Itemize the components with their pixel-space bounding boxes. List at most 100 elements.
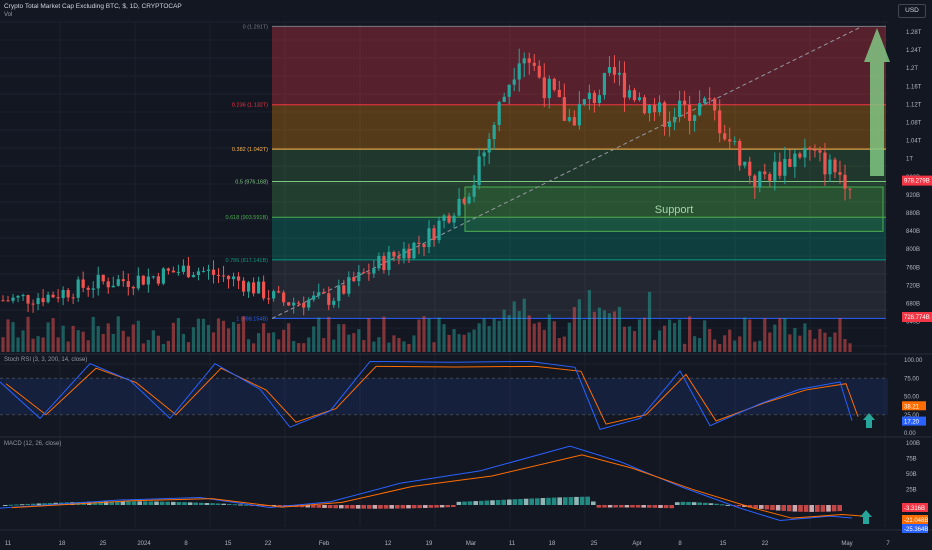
macd-line-tag [902,524,928,533]
candle-body [226,275,231,280]
price-tick: 680B [906,302,920,308]
candle-body [297,302,301,304]
candle-body [382,256,386,271]
candle-body [6,300,10,302]
candle-body [502,96,506,103]
volume-bar [457,334,461,352]
x-tick: Mar [466,541,476,547]
candle-body [191,275,196,278]
candle-body [597,95,602,104]
candle-body [442,215,446,221]
price-tick: 1.2T [906,66,918,72]
candle-body [592,92,596,104]
candle-body [21,295,25,297]
macd-hist-bar [277,505,282,507]
x-tick: 22 [762,541,769,547]
macd-hist-bar [579,496,585,505]
candle-body [312,295,316,300]
volume-bar [181,333,186,352]
candle-body [377,256,381,269]
macd-hist-bar [215,503,221,505]
volume-bar [637,319,642,352]
volume-bar [161,343,165,352]
volume-bar [803,323,807,352]
candle-body [432,228,436,241]
candle-body [467,196,471,204]
volume-bar [793,328,797,352]
macd-hist-bar [423,505,428,508]
macd-hist-bar [753,505,758,509]
macd-hist-bar [675,502,680,505]
price-tick: 1T [906,157,913,163]
candle-body [387,252,391,271]
volume-bar [51,318,55,352]
macd-hist-bar [367,505,372,509]
candle-body [482,152,486,157]
candle-body [437,220,441,241]
volume-bar [607,313,612,352]
x-tick: 8 [184,541,188,547]
candle-body [176,271,181,273]
volume-bar [221,320,226,352]
currency-button[interactable]: USD [898,4,926,18]
volume-bar [693,336,697,352]
stoch-k-line [0,360,853,430]
macd-hist-bar [708,503,714,505]
volume-bar [297,343,301,352]
candle-body [637,97,642,101]
macd-hist-bar [165,501,170,505]
volume-bar [763,318,767,352]
macd-hist-bar [641,505,646,508]
volume-bar [672,322,677,352]
macd-hist-bar [529,498,534,505]
volume-bar [362,340,366,352]
volume-tag [902,312,932,322]
volume-bar [176,317,181,352]
volume-bar [226,328,231,352]
volume-bar [432,342,436,352]
macd-signal-tag [902,515,928,524]
candle-body [537,65,541,78]
macd-hist-bar [305,505,310,508]
candle-body [392,252,396,257]
candle-body [427,228,431,248]
volume-bar [798,335,802,352]
candle-body [1,300,5,302]
candle-body [617,72,622,75]
candle-body [31,303,35,305]
volume-bar [156,335,160,352]
candle-body [196,271,201,276]
candle-body [287,302,291,306]
volume-bar [66,341,70,352]
volume-bar [437,317,441,352]
volume-bar [753,341,757,352]
macd-hist-bar [456,501,462,505]
volume-bar [427,318,431,352]
candle-body [718,110,722,134]
candle-body [257,281,261,294]
volume-bar [788,334,792,352]
macd-hist-bar [98,501,103,505]
macd-hist-bar [42,503,47,505]
candle-body [76,279,80,298]
candle-body [602,72,607,96]
volume-bar [657,330,662,352]
macd-hist-bar [680,501,686,505]
macd-hist-bar [624,505,630,508]
price-tick: 1.24T [906,48,922,54]
volume-bar [96,326,100,352]
macd-hist-bar [350,505,355,509]
macd-hist-bar [551,497,557,505]
volume-bar [838,317,842,352]
x-tick: 12 [385,541,392,547]
macd-hist-bar [395,505,400,509]
macd-tick: 25B [906,488,917,494]
macd-hist-bar [451,505,456,508]
volume-bar [738,336,742,352]
candle-body [708,98,712,100]
volume-bar [617,306,622,352]
volume-bar [572,307,576,352]
price-tick: 800B [906,247,920,253]
